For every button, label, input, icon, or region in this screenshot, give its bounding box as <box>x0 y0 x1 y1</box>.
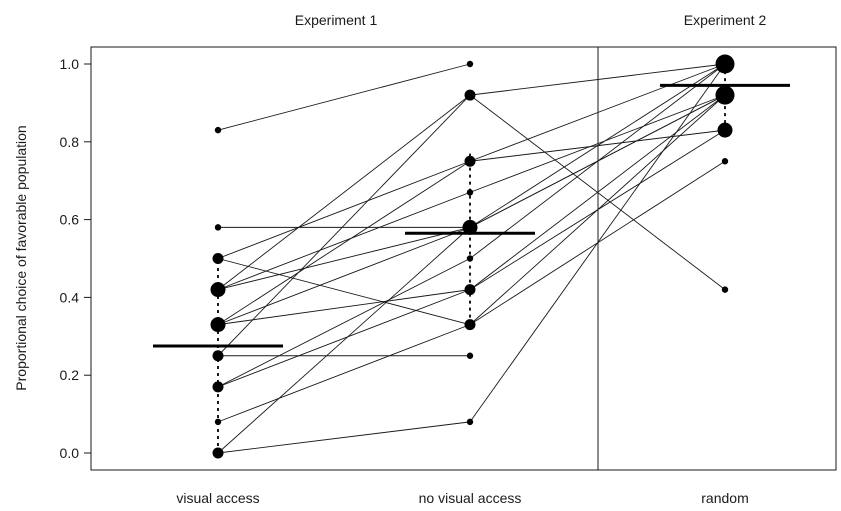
connector-line <box>469 129 726 291</box>
category-label: visual access <box>176 490 259 506</box>
y-tick-label: 0.4 <box>60 289 80 305</box>
data-point <box>214 126 222 134</box>
data-point <box>212 350 224 362</box>
data-point <box>466 60 474 68</box>
data-point <box>464 89 476 101</box>
connector-line <box>217 160 471 259</box>
data-point <box>212 381 224 393</box>
connector-lines <box>217 63 726 454</box>
data-point <box>715 54 735 74</box>
connector-line <box>217 63 471 131</box>
y-tick-label: 0.2 <box>60 367 80 383</box>
data-point <box>466 352 474 359</box>
data-point <box>212 253 224 264</box>
connector-line <box>217 94 471 357</box>
x-axis-labels: visual access no visual access random <box>176 490 748 506</box>
category-label: no visual access <box>419 490 522 506</box>
data-point <box>462 219 478 235</box>
connector-line <box>217 226 471 326</box>
data-point <box>721 286 729 293</box>
y-axis-label: Proportional choice of favorable populat… <box>13 125 29 390</box>
data-point <box>464 155 476 167</box>
y-tick-label: 1.0 <box>60 56 80 72</box>
connector-line <box>217 421 471 454</box>
connector-line <box>469 63 726 228</box>
connector-line <box>469 94 726 193</box>
data-point <box>214 224 222 231</box>
data-point <box>210 282 226 298</box>
data-points <box>210 54 735 459</box>
connector-line <box>217 289 471 326</box>
connector-line <box>469 63 726 423</box>
plot-frame <box>90 46 837 471</box>
connector-line <box>217 258 471 388</box>
data-point <box>715 85 735 105</box>
panel-header: Experiment 1 <box>295 12 378 28</box>
connector-line <box>469 94 726 228</box>
connector-line <box>469 63 726 96</box>
connector-line <box>217 160 471 326</box>
y-axis: 0.0 0.2 0.4 0.6 0.8 1.0 <box>60 56 91 461</box>
panel-headers: Experiment 1 Experiment 2 <box>295 12 767 28</box>
connector-line <box>217 258 471 326</box>
connector-line <box>217 324 471 423</box>
data-point <box>466 418 474 426</box>
data-point <box>214 418 222 426</box>
data-point <box>717 122 733 138</box>
data-point <box>721 158 729 165</box>
connector-line <box>217 191 471 291</box>
connector-line <box>469 63 726 162</box>
data-point <box>210 317 226 333</box>
connector-line <box>469 94 726 290</box>
connector-line <box>217 227 471 454</box>
data-point <box>464 284 476 296</box>
data-point <box>466 189 474 196</box>
y-tick-label: 0.8 <box>60 134 80 150</box>
panel-header: Experiment 2 <box>684 12 767 28</box>
connector-line <box>217 289 471 388</box>
connector-line <box>217 226 471 291</box>
y-tick-label: 0.0 <box>60 445 80 461</box>
connector-line <box>217 94 471 290</box>
mean-bars <box>153 83 790 348</box>
data-point <box>212 447 224 459</box>
y-tick-label: 0.6 <box>60 212 80 228</box>
data-point <box>464 319 476 331</box>
category-label: random <box>701 490 748 506</box>
data-point <box>466 255 474 262</box>
